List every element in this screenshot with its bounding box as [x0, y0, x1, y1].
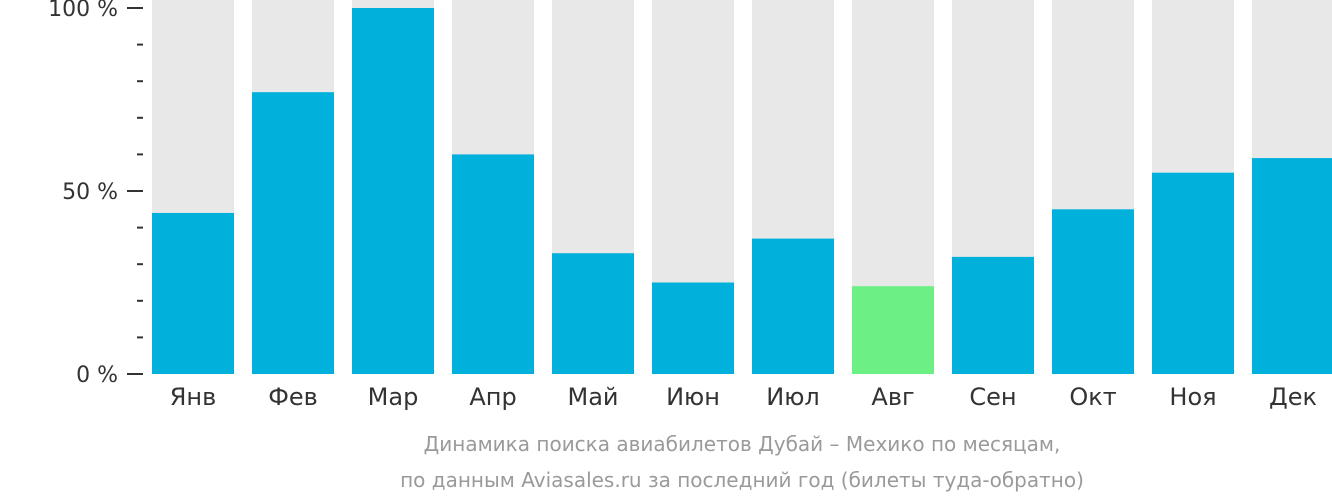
- bar: [1152, 172, 1234, 374]
- bar: [252, 92, 334, 375]
- x-tick-label: Янв: [170, 383, 217, 411]
- x-tick-label: Июл: [766, 383, 820, 411]
- x-tick-label: Дек: [1269, 383, 1317, 411]
- chart-caption-line-1: Динамика поиска авиабилетов Дубай – Мехи…: [423, 432, 1061, 456]
- bar: [552, 253, 634, 374]
- bar: [452, 154, 534, 374]
- x-axis: Янв Фев Мар Апр Май Июн Июл Авг Сен Окт Ноя Дек: [170, 383, 1317, 411]
- bar: [752, 238, 834, 374]
- x-tick-label: Окт: [1069, 383, 1116, 411]
- bar: [1252, 158, 1332, 374]
- x-tick-label: Мар: [368, 383, 419, 411]
- x-tick-label: Сен: [969, 383, 1016, 411]
- bar: [152, 212, 234, 374]
- bar: [1052, 209, 1134, 374]
- bars: [152, 0, 1332, 375]
- x-tick-label: Май: [567, 383, 618, 411]
- x-tick-label: Апр: [469, 383, 516, 411]
- chart-caption-line-2: по данным Aviasales.ru за последний год …: [400, 468, 1084, 492]
- y-tick-label: 50 %: [62, 180, 118, 205]
- x-tick-label: Ноя: [1169, 383, 1216, 411]
- x-tick-label: Авг: [871, 383, 914, 411]
- x-tick-label: Июн: [666, 383, 720, 411]
- x-tick-label: Фев: [268, 383, 318, 411]
- y-axis: 0 % 50 % 100 %: [48, 0, 143, 388]
- y-tick-label: 0 %: [76, 363, 118, 388]
- bar-highlighted: [852, 286, 934, 374]
- bar: [352, 8, 434, 374]
- bar: [952, 256, 1034, 374]
- y-tick-label: 100 %: [48, 0, 118, 22]
- bar: [652, 282, 734, 374]
